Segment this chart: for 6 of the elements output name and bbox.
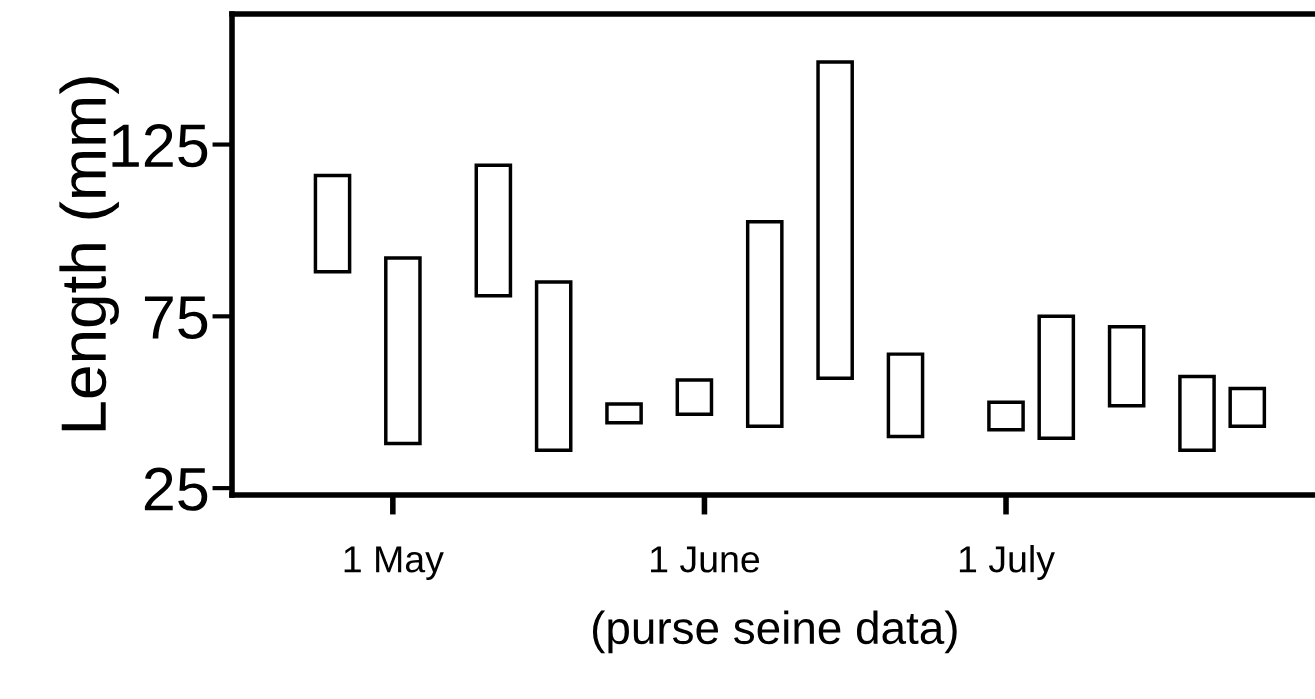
- y-tick-label: 25: [144, 467, 208, 511]
- x-tick-label: 1 June: [651, 546, 760, 573]
- y-tick-label: 75: [144, 296, 208, 340]
- x-axis-title: (purse seine data): [592, 610, 957, 654]
- x-tick-label: 1 May: [344, 546, 444, 580]
- x-tick-label: 1 July: [959, 545, 1055, 580]
